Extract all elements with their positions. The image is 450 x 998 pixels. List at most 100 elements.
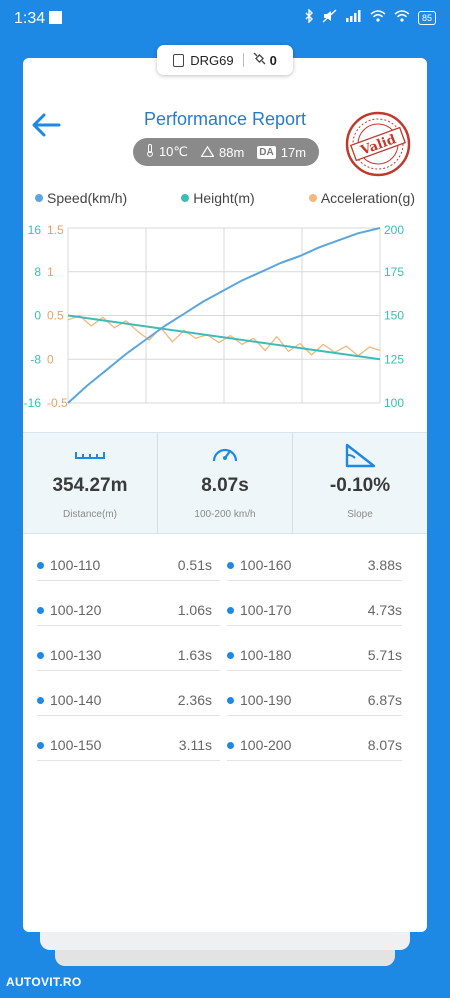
wifi-calling-icon [394, 10, 410, 25]
split-range: 100-180 [240, 647, 292, 663]
bullet-icon [37, 606, 44, 614]
split-time: 1.06s [177, 602, 212, 618]
mute-icon [322, 9, 338, 26]
status-time: 1:34 [14, 10, 46, 27]
density-altitude-value: 17m [280, 144, 307, 160]
altitude-icon [200, 145, 215, 160]
split-time: 8.07s [367, 737, 402, 753]
split-range: 100-170 [240, 602, 292, 618]
watermark: AUTOVIT.RO [6, 975, 82, 989]
legend-acceleration: Acceleration(g) [308, 190, 415, 206]
speedometer-icon [211, 443, 239, 470]
back-button[interactable] [29, 108, 63, 142]
left-axis2-tick: 0 [47, 352, 54, 366]
split-time: 1.63s [177, 647, 212, 663]
divider [242, 53, 244, 67]
split-row: 100-120 1.06s 100-170 4.73s [37, 595, 417, 640]
split-range: 100-150 [50, 737, 102, 753]
split-time: 0.51s [177, 557, 212, 573]
performance-chart: 16 8 0 -8 -16 1.5 1 0.5 0 -0.5 200 175 150 125 100 [24, 223, 405, 410]
bullet-icon [227, 741, 234, 749]
status-icons: 85 [304, 8, 436, 26]
device-badge[interactable]: DRG69 0 [157, 45, 293, 75]
split-item: 100-160 3.88s [227, 550, 402, 581]
split-range: 100-130 [50, 647, 102, 663]
device-icon [173, 53, 185, 67]
split-times-list: 100-110 0.51s 100-160 3.88s 100-120 1.06… [37, 550, 417, 775]
stat-value: -0.10% [329, 475, 391, 496]
split-range: 100-140 [50, 692, 102, 708]
bullet-icon [227, 651, 234, 659]
bullet-icon [227, 561, 234, 569]
split-item: 100-200 8.07s [227, 730, 402, 761]
split-time: 5.71s [367, 647, 402, 663]
series-line-acceleration [67, 314, 381, 357]
altitude-value: 88m [219, 144, 245, 160]
density-altitude-icon: DA [257, 145, 276, 159]
right-axis-tick: 100 [384, 396, 404, 410]
split-range: 100-160 [240, 557, 292, 573]
legend-height: Height(m) [181, 190, 255, 206]
split-item: 100-120 1.06s [37, 595, 220, 626]
split-row: 100-130 1.63s 100-180 5.71s [37, 640, 417, 685]
legend-height-dot [181, 194, 190, 202]
split-item: 100-190 6.87s [227, 685, 402, 716]
bullet-icon [37, 696, 44, 704]
wifi-icon [370, 10, 386, 25]
split-range: 100-190 [240, 692, 292, 708]
split-item: 100-140 2.36s [37, 685, 220, 716]
legend-speed-dot [35, 194, 43, 202]
bullet-icon [227, 606, 234, 614]
left-axis-tick: -16 [24, 396, 42, 410]
ruler-icon [73, 443, 107, 470]
bullet-icon [227, 696, 234, 704]
satellite-count: 0 [269, 52, 277, 68]
split-item: 100-150 3.11s [37, 730, 220, 761]
right-axis-tick: 200 [384, 223, 404, 237]
stat-label: 100-200 km/h [194, 509, 256, 520]
back-arrow-icon [32, 113, 61, 137]
stats-panel: 354.27m Distance(m) 8.07s 100-200 km/h -… [23, 432, 427, 534]
valid-stamp: Valid [345, 111, 411, 177]
stat-slope: -0.10% Slope [292, 433, 427, 533]
split-time: 3.88s [367, 557, 402, 573]
slope-icon [344, 443, 376, 474]
right-axis-tick: 175 [384, 265, 404, 279]
device-name: DRG69 [190, 52, 234, 68]
split-item: 100-110 0.51s [37, 550, 220, 581]
left-axis-tick: -8 [30, 352, 41, 366]
battery-icon: 85 [417, 10, 436, 25]
status-bar: 1:34 85 [0, 0, 450, 38]
split-time: 2.36s [177, 692, 212, 708]
split-time: 6.87s [367, 692, 402, 708]
stat-value: 8.07s [201, 475, 249, 496]
split-item: 100-130 1.63s [37, 640, 220, 671]
left-axis2-tick: -0.5 [47, 396, 68, 410]
bluetooth-icon [304, 8, 314, 26]
report-card: Performance Report 10℃ 88m DA 17m Valid … [23, 58, 427, 932]
split-time: 3.11s [178, 737, 212, 753]
left-axis-tick: 16 [28, 223, 42, 237]
series-line-height [67, 314, 381, 361]
right-axis-tick: 150 [384, 309, 404, 323]
stat-value: 354.27m [52, 475, 128, 496]
notification-icon [49, 11, 62, 24]
left-axis2-tick: 0.5 [47, 309, 64, 323]
satellite-icon [253, 52, 266, 68]
legend-speed: Speed(km/h) [35, 190, 127, 206]
page-title: Performance Report [143, 109, 307, 129]
conditions-pill: 10℃ 88m DA 17m [133, 138, 319, 166]
legend-label: Speed(km/h) [47, 190, 128, 206]
stat-label: Distance(m) [63, 509, 117, 520]
legend-acceleration-dot [308, 194, 317, 202]
stat-time: 8.07s 100-200 km/h [157, 433, 292, 533]
left-axis-tick: 0 [34, 309, 41, 323]
stat-label: Slope [347, 509, 373, 520]
thermometer-icon [146, 144, 154, 160]
split-range: 100-200 [240, 737, 292, 753]
series-line-speed [67, 227, 381, 404]
split-row: 100-110 0.51s 100-160 3.88s [37, 550, 417, 595]
left-axis2-tick: 1 [47, 265, 54, 279]
split-item: 100-170 4.73s [227, 595, 402, 626]
bullet-icon [37, 651, 44, 659]
